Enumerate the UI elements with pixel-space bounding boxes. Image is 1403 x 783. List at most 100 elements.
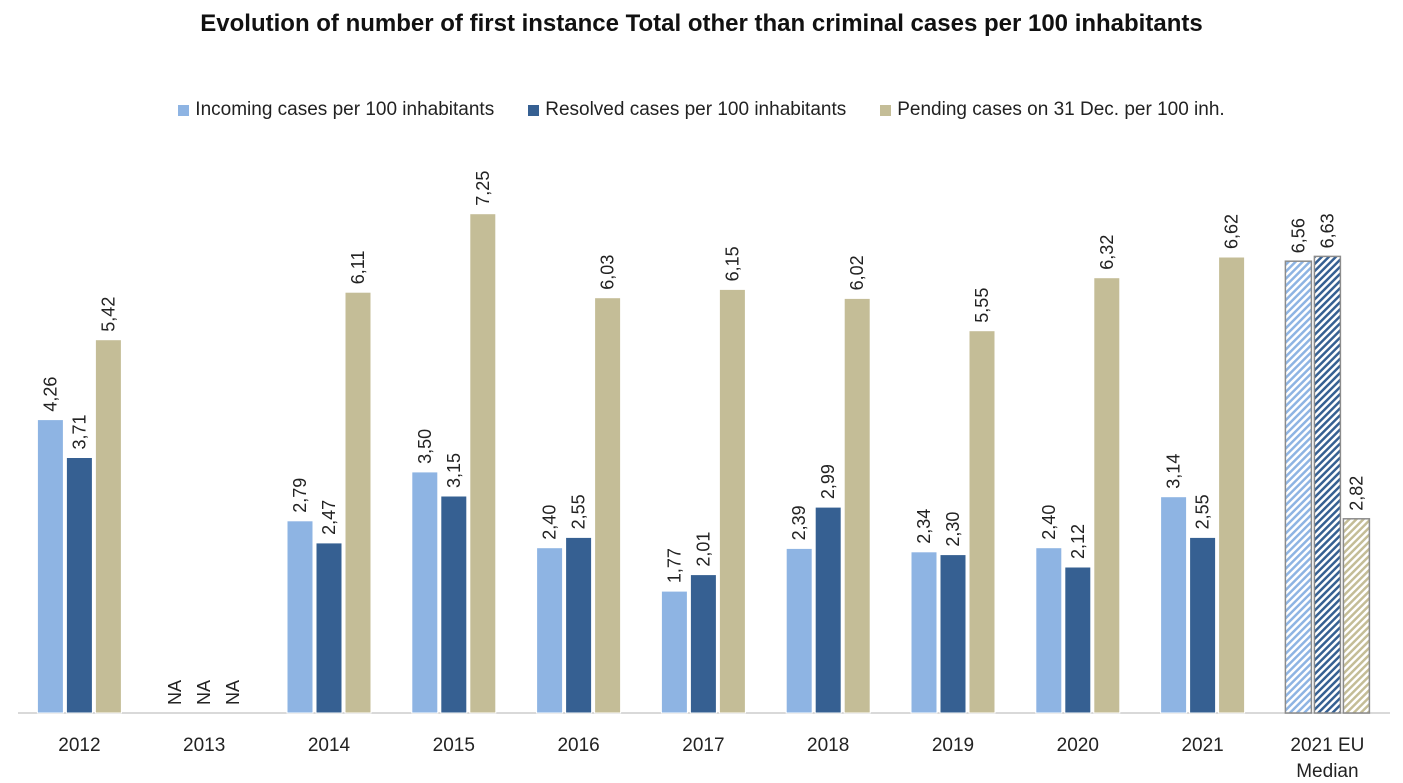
legend-item-incoming: Incoming cases per 100 inhabitants — [178, 99, 494, 121]
value-label-incoming-2015: 3,50 — [415, 429, 435, 464]
value-label-pending-2021: 6,62 — [1222, 214, 1242, 249]
value-label-pending-2014: 6,11 — [348, 250, 368, 284]
bar-incoming-2012 — [36, 419, 64, 714]
category-label-2021: 2021 — [1181, 735, 1223, 756]
bar-incoming-2018 — [785, 547, 813, 714]
bar-incoming-2019 — [910, 551, 938, 714]
value-label-incoming-2021: 3,14 — [1164, 454, 1184, 489]
category-label-line: 2016 — [557, 735, 599, 756]
value-label-incoming-2013: NA — [165, 680, 185, 705]
bar-incoming-2021-eu-median — [1284, 260, 1313, 714]
value-label-pending-2012: 5,42 — [98, 297, 118, 332]
category-label-2017: 2017 — [682, 735, 724, 756]
bar-pending-2020 — [1093, 277, 1121, 714]
value-label-resolved-2016: 2,55 — [569, 494, 589, 529]
legend-swatch-incoming — [178, 104, 190, 116]
value-label-resolved-2014: 2,47 — [319, 500, 339, 535]
bar-resolved-2017 — [689, 574, 717, 714]
bar-incoming-2021 — [1160, 496, 1188, 714]
bar-pending-2021-eu-median — [1342, 518, 1371, 714]
value-label-incoming-2021-eu-median: 6,56 — [1288, 218, 1308, 253]
value-label-pending-2019: 5,55 — [972, 288, 992, 323]
bar-resolved-2016 — [565, 536, 593, 714]
value-label-pending-2016: 6,03 — [598, 255, 618, 290]
legend-item-pending: Pending cases on 31 Dec. per 100 inh. — [880, 99, 1225, 121]
value-label-pending-2021-eu-median: 2,82 — [1346, 476, 1366, 511]
value-label-resolved-2015: 3,15 — [444, 453, 464, 488]
bar-resolved-2018 — [814, 506, 842, 714]
value-labels-layer: 4,26 3,71 5,42 NA NA NA 2,79 2,47 6,11 3,50 3,15 7,… — [40, 171, 1366, 705]
legend-swatch-resolved — [528, 104, 540, 116]
bar-resolved-2019 — [939, 554, 967, 714]
value-label-incoming-2020: 2,40 — [1039, 505, 1059, 540]
value-label-pending-2018: 6,02 — [847, 255, 867, 290]
bar-pending-2017 — [718, 288, 746, 714]
legend-item-resolved: Resolved cases per 100 inhabitants — [528, 99, 846, 121]
category-label-line: 2019 — [932, 735, 974, 756]
value-label-incoming-2014: 2,79 — [290, 478, 310, 513]
value-label-resolved-2012: 3,71 — [69, 414, 89, 449]
category-label-2012: 2012 — [58, 735, 100, 756]
value-label-pending-2020: 6,32 — [1097, 235, 1117, 270]
value-label-pending-2013: NA — [223, 680, 243, 705]
value-label-incoming-2016: 2,40 — [540, 505, 560, 540]
bar-pending-2019 — [968, 330, 996, 714]
bar-resolved-2020 — [1064, 566, 1092, 714]
value-label-resolved-2021-eu-median: 6,63 — [1317, 213, 1337, 248]
bar-pending-2012 — [94, 339, 122, 714]
bar-pending-2016 — [594, 297, 622, 714]
category-label-line: 2012 — [58, 735, 100, 756]
chart-title: Evolution of number of first instance To… — [200, 10, 1203, 37]
bar-resolved-2015 — [440, 495, 468, 714]
value-label-incoming-2018: 2,39 — [789, 505, 809, 540]
value-label-pending-2017: 6,15 — [722, 246, 742, 281]
bar-resolved-2014 — [315, 542, 343, 714]
category-label-2019: 2019 — [932, 735, 974, 756]
value-label-resolved-2019: 2,30 — [943, 512, 963, 547]
bar-incoming-2014 — [286, 520, 314, 714]
value-label-resolved-2018: 2,99 — [818, 464, 838, 499]
bar-incoming-2017 — [660, 590, 688, 714]
bar-incoming-2020 — [1035, 547, 1063, 714]
legend-label-pending: Pending cases on 31 Dec. per 100 inh. — [897, 99, 1225, 120]
category-label-line: 2014 — [308, 735, 351, 756]
legend-label-resolved: Resolved cases per 100 inhabitants — [545, 99, 847, 120]
value-label-resolved-2021: 2,55 — [1193, 494, 1213, 529]
category-label-2015: 2015 — [433, 735, 475, 756]
legend-label-incoming: Incoming cases per 100 inhabitants — [195, 99, 495, 120]
category-label-2018: 2018 — [807, 735, 849, 756]
category-label-line: 2020 — [1057, 735, 1099, 756]
value-label-resolved-2013: NA — [194, 680, 214, 705]
value-label-pending-2015: 7,25 — [473, 171, 493, 206]
category-label-line: 2013 — [183, 735, 225, 756]
value-label-resolved-2017: 2,01 — [693, 532, 713, 567]
bar-resolved-2021-eu-median — [1313, 255, 1342, 714]
category-label-line: 2021 — [1181, 735, 1223, 756]
value-label-incoming-2019: 2,34 — [914, 509, 934, 544]
category-label-line: 2021 EU — [1290, 735, 1364, 756]
category-label-line: 2015 — [433, 735, 475, 756]
bar-resolved-2012 — [65, 457, 93, 714]
category-label-line: Median — [1296, 761, 1358, 782]
bar-pending-2021 — [1218, 256, 1246, 714]
category-labels-layer: 2012 2013 2014 2015 2016 2017 2018 2019 2020 2021… — [58, 735, 1364, 782]
category-label-2013: 2013 — [183, 735, 225, 756]
category-label-2020: 2020 — [1057, 735, 1099, 756]
legend: Incoming cases per 100 inhabitants Resol… — [0, 99, 1403, 121]
category-label-2021-eu-median: 2021 EU Median — [1290, 735, 1364, 782]
value-label-resolved-2020: 2,12 — [1068, 524, 1088, 559]
bar-incoming-2015 — [411, 471, 439, 714]
bar-pending-2018 — [843, 297, 871, 714]
category-label-line: 2017 — [682, 735, 724, 756]
legend-swatch-pending — [880, 104, 892, 116]
category-label-2014: 2014 — [308, 735, 351, 756]
bar-resolved-2021 — [1189, 536, 1217, 714]
bar-pending-2014 — [344, 291, 372, 714]
value-label-incoming-2017: 1,77 — [664, 548, 684, 583]
bar-incoming-2016 — [536, 547, 564, 714]
bars-layer — [36, 213, 1371, 714]
bar-pending-2015 — [469, 213, 497, 714]
value-label-incoming-2012: 4,26 — [40, 377, 60, 412]
category-label-2016: 2016 — [557, 735, 599, 756]
